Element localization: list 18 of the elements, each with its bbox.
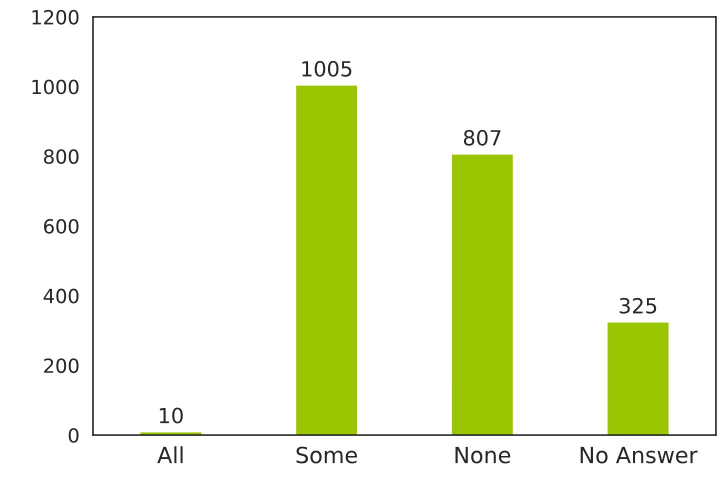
y-tick-label: 1200 [32, 10, 79, 25]
x-tick-label: No Answer [580, 446, 698, 464]
y-tick-label: 800 [44, 149, 79, 164]
bar [294, 84, 358, 436]
x-tick-label: Some [296, 446, 357, 464]
y-tick-label: 0 [68, 428, 79, 443]
x-tick-label: None [456, 446, 510, 464]
y-tick-label: 1000 [32, 80, 79, 94]
bar [606, 321, 670, 436]
data-label: 1005 [302, 60, 352, 77]
data-label: 807 [464, 130, 500, 146]
y-tick-label: 200 [44, 358, 79, 374]
data-label: 325 [620, 298, 656, 314]
y-tick-label: 600 [44, 218, 79, 234]
x-tick-label: All [157, 446, 183, 464]
data-label: 10 [160, 408, 183, 424]
y-tick-label: 400 [44, 288, 79, 304]
bar [450, 153, 514, 436]
